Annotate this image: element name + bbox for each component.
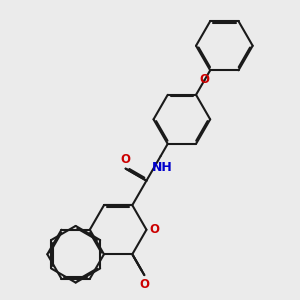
Text: O: O bbox=[121, 153, 130, 166]
Text: NH: NH bbox=[152, 161, 172, 174]
Text: O: O bbox=[200, 73, 209, 86]
Text: O: O bbox=[139, 278, 149, 291]
Text: O: O bbox=[149, 223, 159, 236]
